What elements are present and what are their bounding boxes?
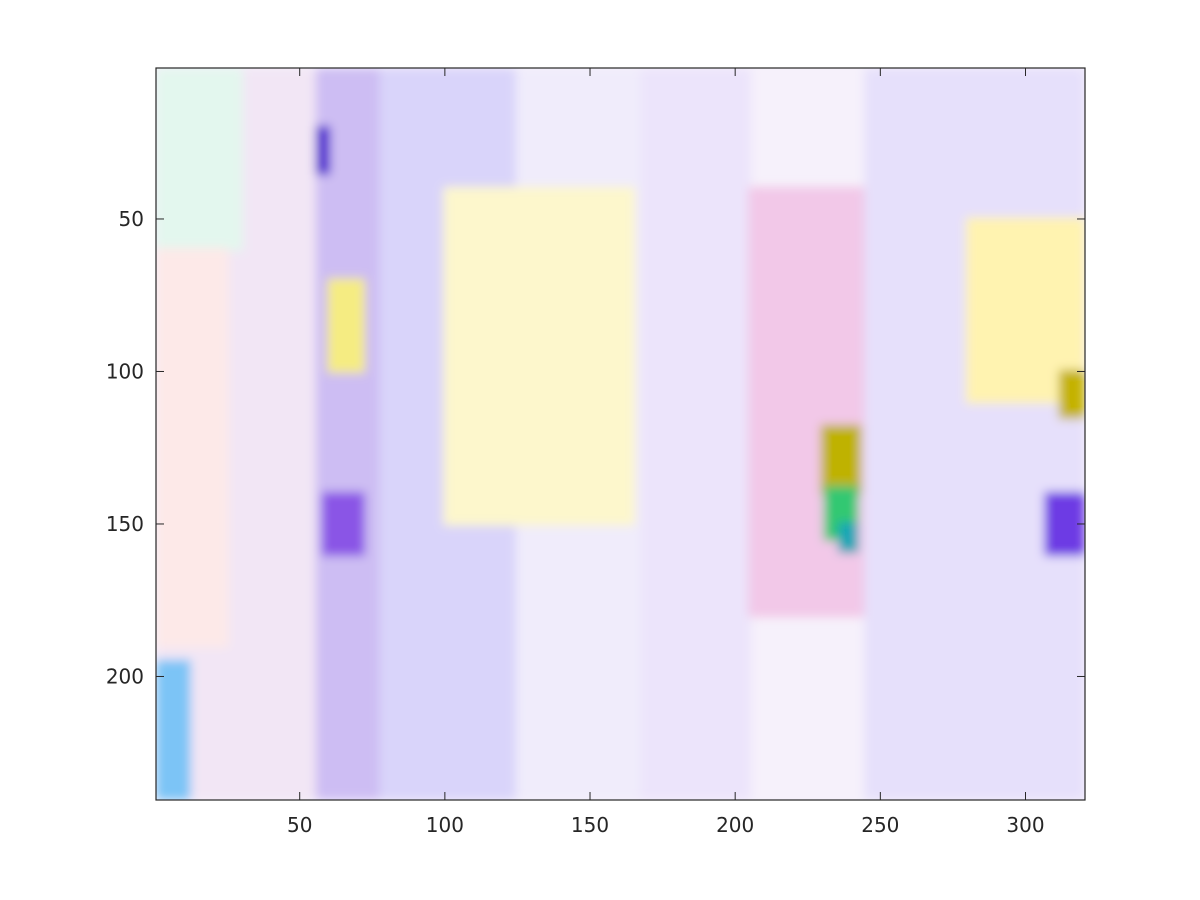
x-axis: 50 100 150 200 250 300 [287, 68, 1045, 837]
y-tick-label-150: 150 [106, 512, 144, 536]
heatmap-region-4 [315, 68, 383, 800]
y-tick-label-50: 50 [119, 207, 144, 231]
heatmap-region-1 [156, 68, 244, 251]
axes-frame [155, 67, 1086, 801]
heatmap-region-13 [321, 491, 366, 556]
x-tick-label-250: 250 [861, 813, 899, 837]
y-tick-label-100: 100 [106, 359, 144, 383]
heatmap-region-18 [1058, 369, 1085, 419]
heatmap-region-12 [327, 278, 366, 373]
heatmap-region-3 [156, 659, 191, 800]
heatmap-region-14 [820, 424, 862, 495]
heatmap-region-9 [864, 68, 1085, 800]
x-tick-label-150: 150 [571, 813, 609, 837]
heatmap-region-2 [156, 247, 229, 648]
y-tick-label-200: 200 [106, 664, 144, 688]
x-tick-label-300: 300 [1006, 813, 1044, 837]
plot-area [156, 68, 1085, 800]
heatmap-region-7 [640, 68, 752, 800]
heatmap-regions [156, 68, 1085, 800]
heatmap-region-10 [443, 186, 636, 526]
x-tick-label-50: 50 [287, 813, 312, 837]
heatmap-region-19 [315, 125, 331, 175]
heatmap-region-16 [838, 522, 859, 553]
y-axis: 50 100 150 200 [106, 207, 1085, 688]
x-tick-label-100: 100 [426, 813, 464, 837]
x-tick-label-200: 200 [716, 813, 754, 837]
